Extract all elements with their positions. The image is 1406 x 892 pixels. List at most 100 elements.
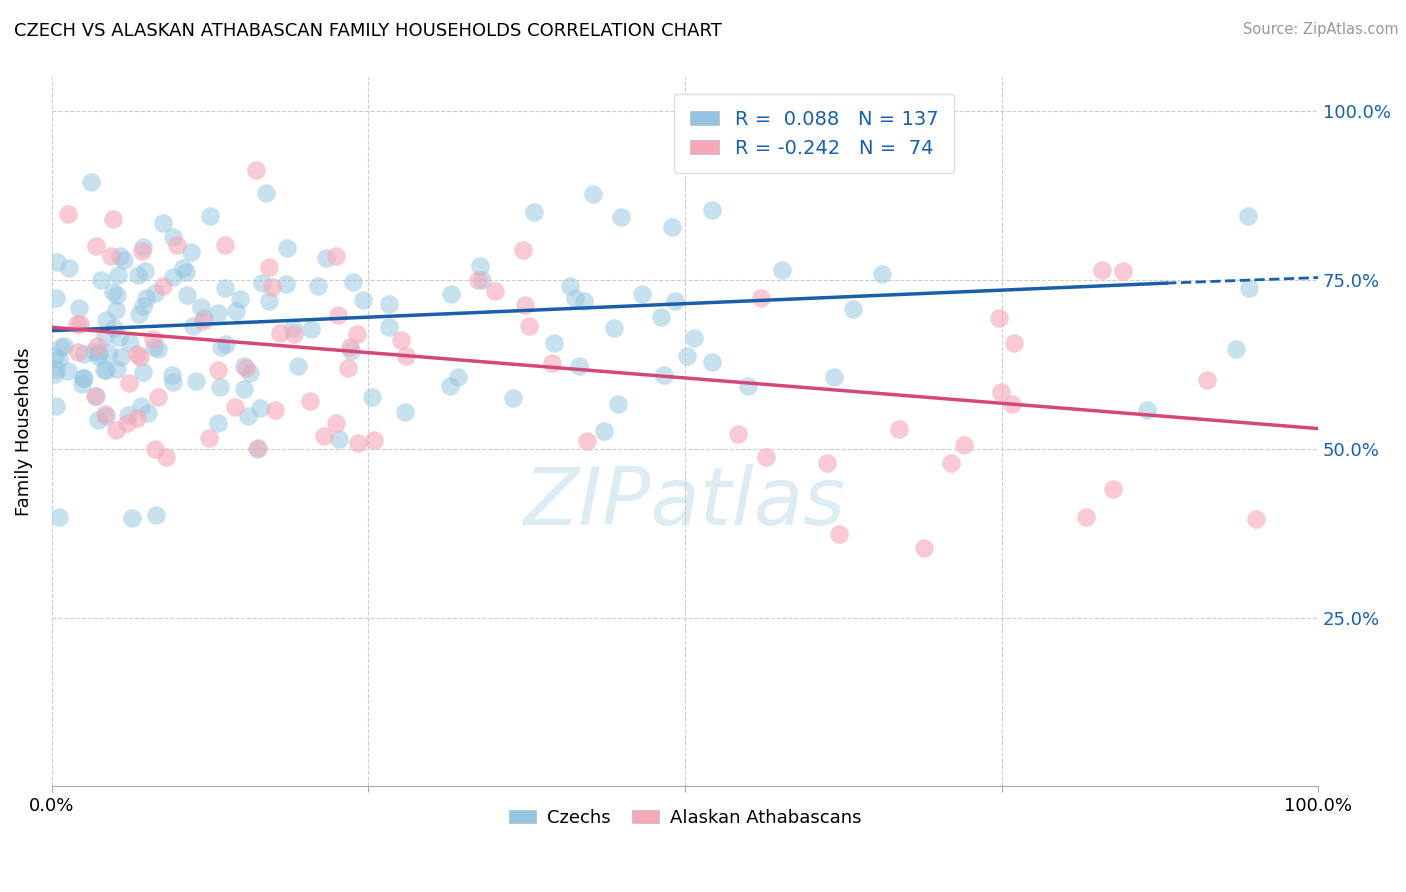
Point — [80, 175, 103, 189]
Point — [264, 402, 287, 417]
Point — [120, 335, 142, 350]
Point — [70, 376, 93, 391]
Point — [389, 333, 412, 347]
Point — [1225, 343, 1247, 357]
Legend: Czechs, Alaskan Athabascans: Czechs, Alaskan Athabascans — [502, 802, 869, 834]
Point — [842, 301, 865, 316]
Point — [86, 389, 108, 403]
Point — [134, 291, 156, 305]
Point — [484, 285, 506, 299]
Point — [134, 264, 156, 278]
Point — [143, 286, 166, 301]
Point — [87, 345, 110, 359]
Point — [568, 359, 591, 373]
Point — [86, 339, 108, 353]
Point — [190, 300, 212, 314]
Point — [176, 288, 198, 302]
Point — [953, 438, 976, 452]
Point — [225, 304, 247, 318]
Point — [467, 273, 489, 287]
Point — [239, 366, 262, 380]
Point — [198, 209, 221, 223]
Point — [346, 326, 368, 341]
Point — [45, 254, 67, 268]
Point — [155, 450, 177, 465]
Point — [236, 409, 259, 423]
Point — [1195, 373, 1218, 387]
Point — [990, 384, 1012, 399]
Point — [193, 310, 215, 325]
Point — [83, 389, 105, 403]
Point — [606, 397, 628, 411]
Point — [160, 368, 183, 383]
Point — [675, 350, 697, 364]
Point — [749, 291, 772, 305]
Point — [132, 299, 155, 313]
Point — [471, 273, 494, 287]
Point — [87, 349, 110, 363]
Point — [232, 382, 254, 396]
Point — [107, 268, 129, 282]
Point — [543, 335, 565, 350]
Point — [127, 411, 149, 425]
Point — [166, 238, 188, 252]
Point — [73, 371, 96, 385]
Point — [131, 240, 153, 254]
Point — [325, 416, 347, 430]
Point — [67, 301, 90, 316]
Point — [276, 277, 298, 291]
Point — [252, 276, 274, 290]
Point — [249, 401, 271, 416]
Point — [336, 360, 359, 375]
Point — [523, 205, 546, 219]
Point — [872, 268, 894, 282]
Point — [152, 216, 174, 230]
Point — [214, 237, 236, 252]
Point — [176, 265, 198, 279]
Text: ZIPatlas: ZIPatlas — [524, 464, 846, 541]
Point — [281, 320, 304, 334]
Point — [700, 354, 723, 368]
Point — [152, 278, 174, 293]
Text: Source: ZipAtlas.com: Source: ZipAtlas.com — [1243, 22, 1399, 37]
Point — [737, 379, 759, 393]
Point — [103, 212, 125, 227]
Point — [96, 409, 118, 423]
Point — [45, 362, 67, 376]
Point — [105, 362, 128, 376]
Point — [269, 326, 291, 340]
Point — [361, 390, 384, 404]
Point — [52, 339, 75, 353]
Point — [314, 429, 336, 443]
Point — [162, 375, 184, 389]
Point — [93, 363, 115, 377]
Point — [1237, 281, 1260, 295]
Point — [276, 241, 298, 255]
Point — [254, 186, 277, 200]
Point — [1135, 403, 1157, 417]
Point — [502, 391, 524, 405]
Point — [315, 251, 337, 265]
Point — [912, 541, 935, 555]
Point — [208, 380, 231, 394]
Point — [56, 363, 79, 377]
Point — [1074, 510, 1097, 524]
Point — [363, 433, 385, 447]
Point — [143, 442, 166, 457]
Point — [1236, 209, 1258, 223]
Point — [131, 244, 153, 259]
Point — [558, 278, 581, 293]
Point — [346, 435, 368, 450]
Point — [394, 405, 416, 419]
Point — [72, 370, 94, 384]
Point — [207, 363, 229, 377]
Point — [44, 349, 66, 363]
Point — [287, 359, 309, 374]
Point — [105, 423, 128, 437]
Point — [100, 249, 122, 263]
Point — [328, 432, 350, 446]
Point — [136, 406, 159, 420]
Point — [939, 457, 962, 471]
Point — [988, 311, 1011, 326]
Point — [207, 306, 229, 320]
